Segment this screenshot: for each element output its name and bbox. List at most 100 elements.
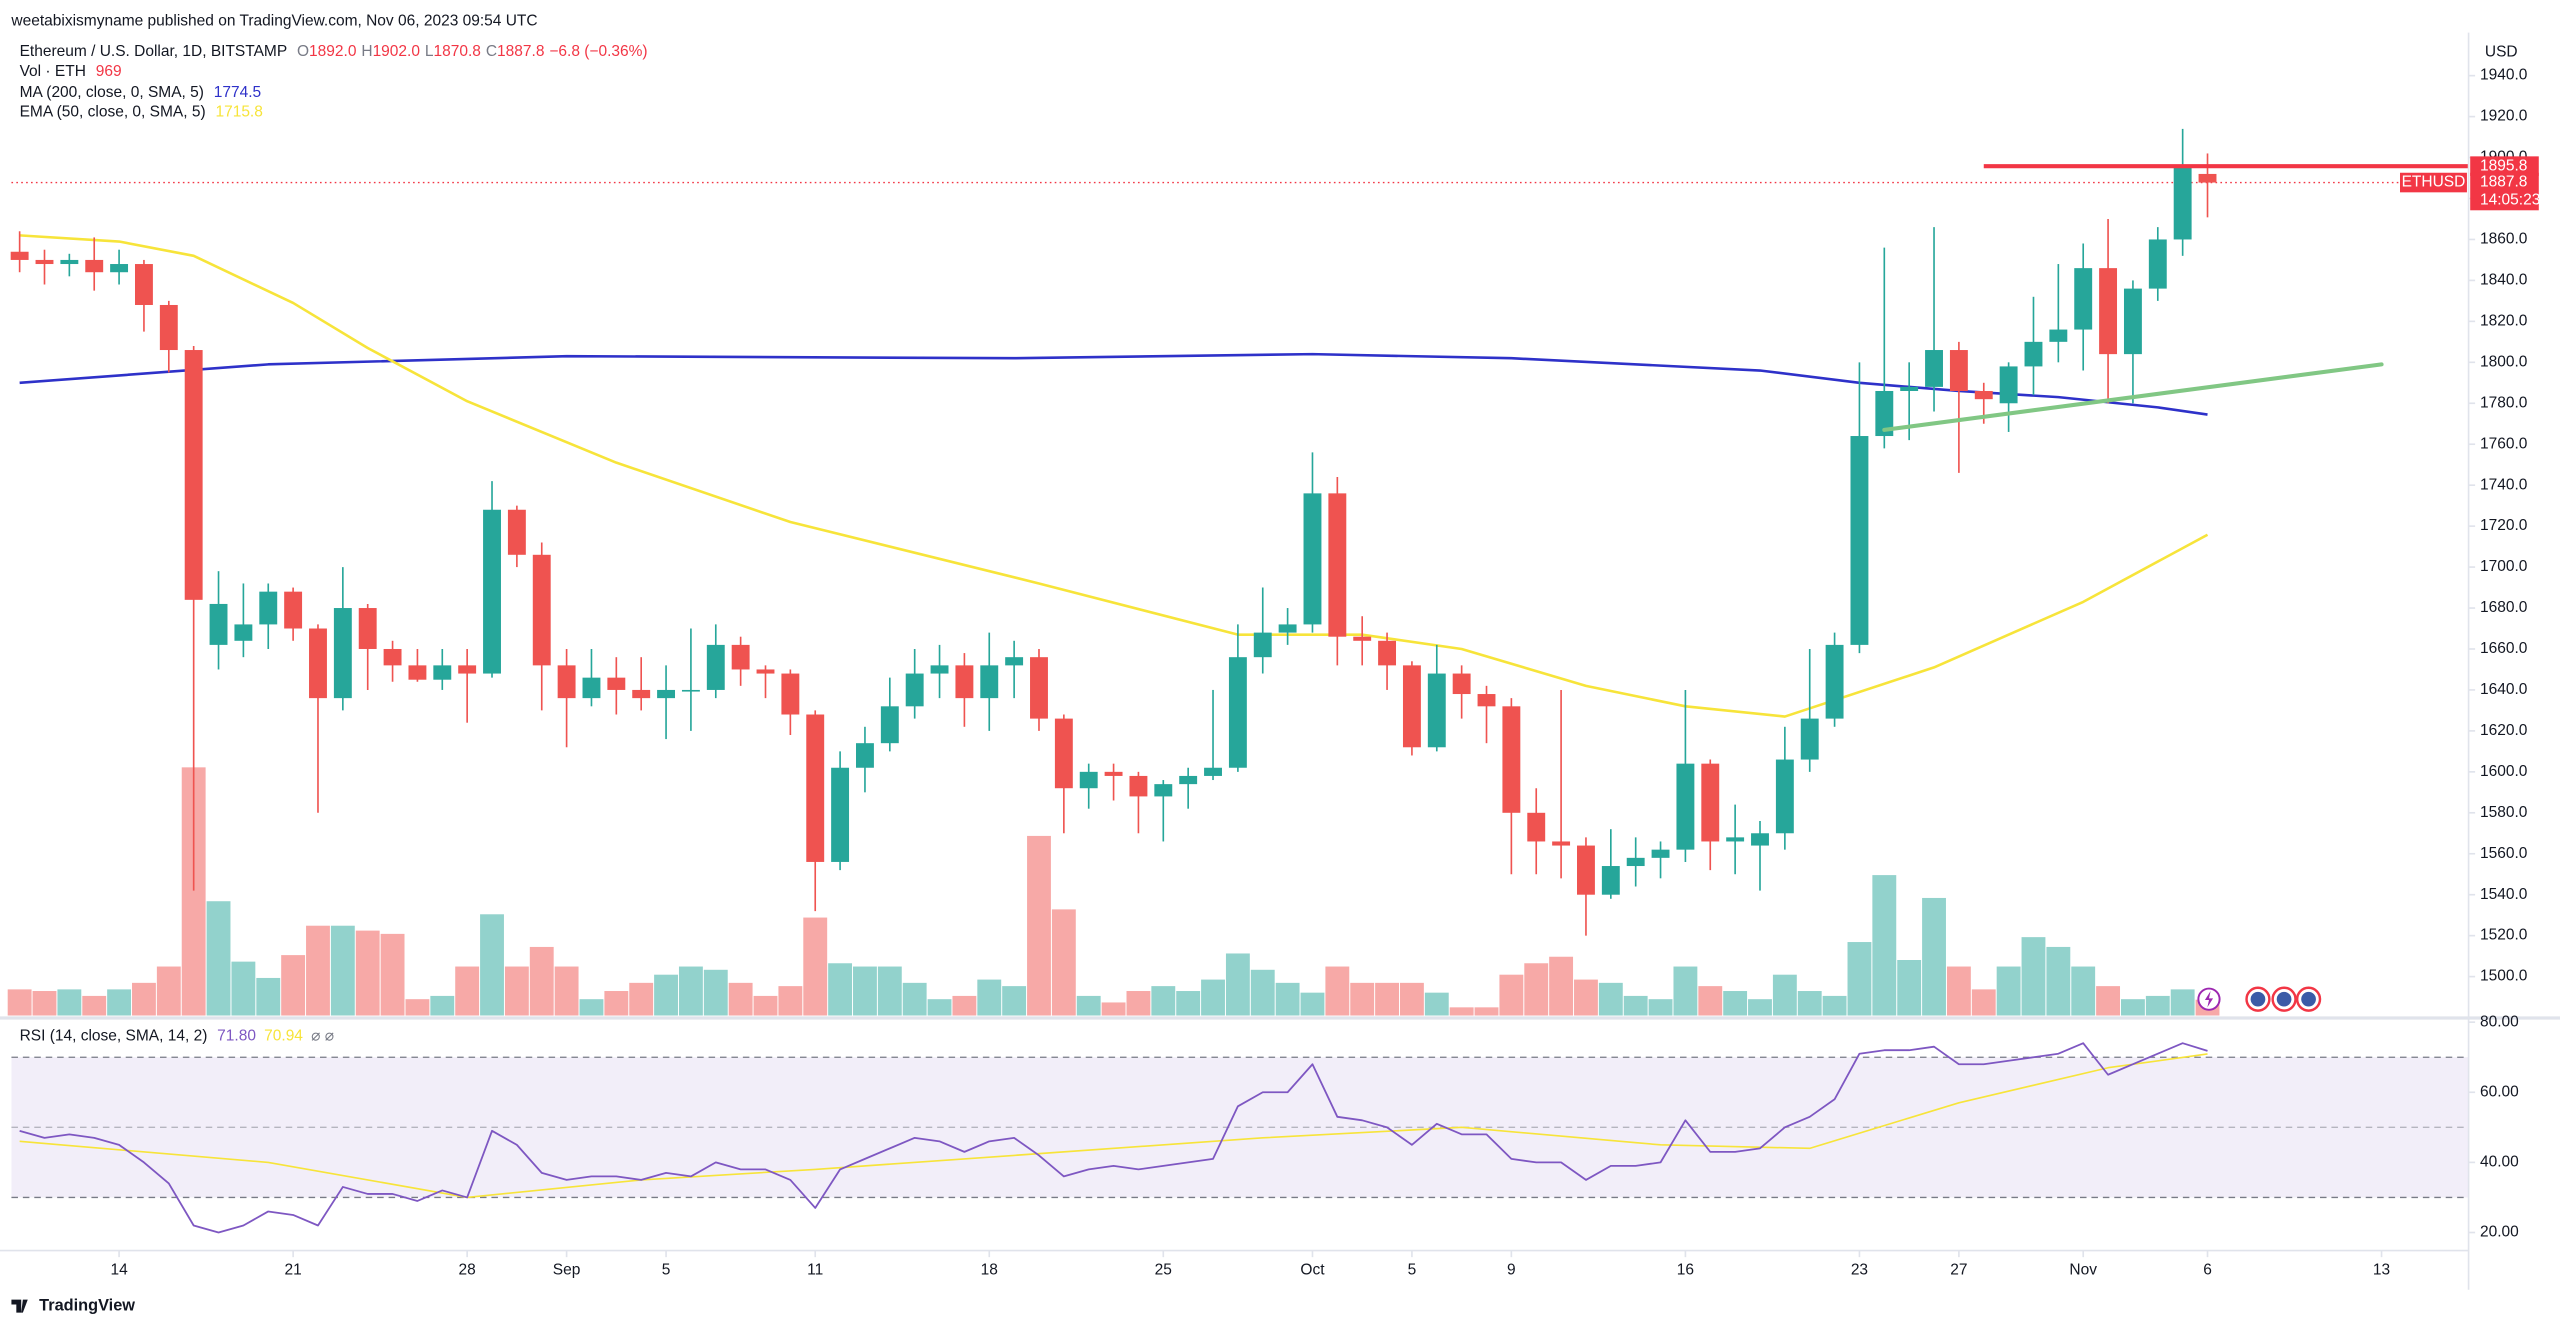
candle-body (1850, 436, 1869, 645)
y-tick-label: 1840.0 (2480, 272, 2528, 289)
logo: TradingView (11, 1296, 135, 1314)
candle-body (1601, 866, 1620, 895)
candle-body (1278, 624, 1297, 633)
volume-bar (504, 966, 529, 1016)
legend-value: 969 (96, 63, 122, 80)
volume-bar (231, 961, 256, 1016)
candle-body (1925, 350, 1943, 387)
volume-bar (1027, 835, 1051, 1016)
candle-body (1054, 718, 1073, 789)
icon (2204, 991, 2214, 1008)
volume-bar (1748, 999, 1772, 1016)
candle-body (1800, 718, 1819, 760)
volume-bar (1772, 974, 1797, 1016)
y-tick-label: 1760.0 (2480, 435, 2528, 452)
volume-bar (977, 979, 1002, 1016)
price-tag-label: 1895.8 (2480, 157, 2527, 174)
last-price-label: 1887.8 (2480, 174, 2527, 191)
icon (2301, 991, 2316, 1007)
candle-body (134, 264, 153, 305)
candle-body (1129, 775, 1148, 797)
volume-bar (1897, 960, 1922, 1016)
candle-body (756, 669, 775, 674)
candle-body (2099, 268, 2118, 355)
rsi-line (19, 1042, 2208, 1234)
candle-body (781, 673, 800, 715)
volume-legend: Vol · ETH 969 (20, 63, 122, 80)
candle-body (1328, 493, 1347, 637)
volume-bar (554, 966, 579, 1016)
symbol-legend: Ethereum / U.S. Dollar, 1D, BITSTAMP O189… (20, 43, 648, 60)
ohlc-key: H (361, 43, 372, 60)
x-tick-label: 28 (459, 1261, 476, 1278)
y-tick-label: 1940.0 (2480, 67, 2528, 84)
candle-body (557, 665, 576, 699)
symbol-tag-label: ETHUSD (2402, 174, 2466, 191)
volume-bar (1076, 995, 1101, 1016)
rsi-tick-label: 80.00 (2480, 1013, 2519, 1030)
volume-bar (728, 982, 753, 1016)
y-tick-label: 1520.0 (2480, 927, 2528, 944)
legend-value: ⌀ ⌀ (311, 1028, 335, 1045)
volume-bar (778, 986, 803, 1016)
candle-body (1402, 665, 1421, 748)
candle-body (259, 591, 278, 625)
x-tick-label: Oct (1300, 1261, 1325, 1278)
volume-bar (1971, 989, 1996, 1016)
candle-body (905, 673, 924, 707)
y-tick-label: 1920.0 (2480, 108, 2528, 125)
x-tick-label: 5 (662, 1261, 671, 1278)
legend-value: 71.80 (217, 1028, 256, 1045)
x-tick-label: 16 (1677, 1261, 1694, 1278)
volume-bar (1399, 982, 1424, 1016)
x-tick-label: Nov (2069, 1261, 2097, 1278)
candle-body (1303, 493, 1322, 625)
y-tick-label: 1700.0 (2480, 558, 2528, 575)
volume-bar (1424, 992, 1449, 1016)
volume-bar (1101, 1002, 1126, 1016)
plot-back (7, 767, 2469, 1199)
candle-body (532, 554, 551, 666)
event-icons (2197, 986, 2322, 1012)
candle-body (831, 767, 850, 862)
candle-body (333, 608, 352, 699)
logo-icon (11, 1299, 28, 1313)
ohlc-key: C (486, 43, 497, 60)
plot (10, 128, 2469, 1234)
ohlc-key: L (425, 43, 434, 60)
volume-bar (256, 977, 281, 1016)
y-tick-label: 1740.0 (2480, 476, 2528, 493)
volume-bar (1250, 969, 1275, 1016)
x-tick-label: 5 (1408, 1261, 1417, 1278)
volume-bar (480, 914, 504, 1016)
candle-body (1974, 390, 1993, 400)
volume-bar (1499, 974, 1524, 1016)
volume-bar (877, 966, 902, 1016)
legend-label: RSI (14, close, SMA, 14, 2) (20, 1028, 208, 1045)
icon (2276, 991, 2292, 1007)
candle-body (35, 259, 54, 265)
candle-body (2123, 288, 2142, 355)
volume-bar (57, 989, 82, 1016)
candle-body (2049, 329, 2068, 342)
x-tick-label: 13 (2373, 1261, 2390, 1278)
volume-bar (1574, 979, 1598, 1016)
candle-body (1477, 694, 1496, 707)
volume-bar (1051, 909, 1076, 1016)
symbol: Ethereum / U.S. Dollar, 1D, BITSTAMP (20, 43, 288, 60)
x-tick-label: 11 (807, 1261, 823, 1278)
volume-bar (306, 925, 330, 1016)
y-tick-label: 1580.0 (2480, 804, 2528, 821)
volume-bar (107, 989, 132, 1016)
candle-body (458, 665, 477, 674)
volume-bar (1822, 995, 1847, 1016)
candle-body (1900, 386, 1919, 391)
volume-bar (2071, 966, 2096, 1016)
volume-bar (753, 995, 778, 1016)
currency: USD (2485, 43, 2518, 60)
volume-bar (1225, 953, 1250, 1016)
candle-body (10, 251, 29, 260)
volume-bar (330, 925, 355, 1016)
candle-body (1030, 657, 1048, 719)
candle-body (1999, 366, 2018, 404)
